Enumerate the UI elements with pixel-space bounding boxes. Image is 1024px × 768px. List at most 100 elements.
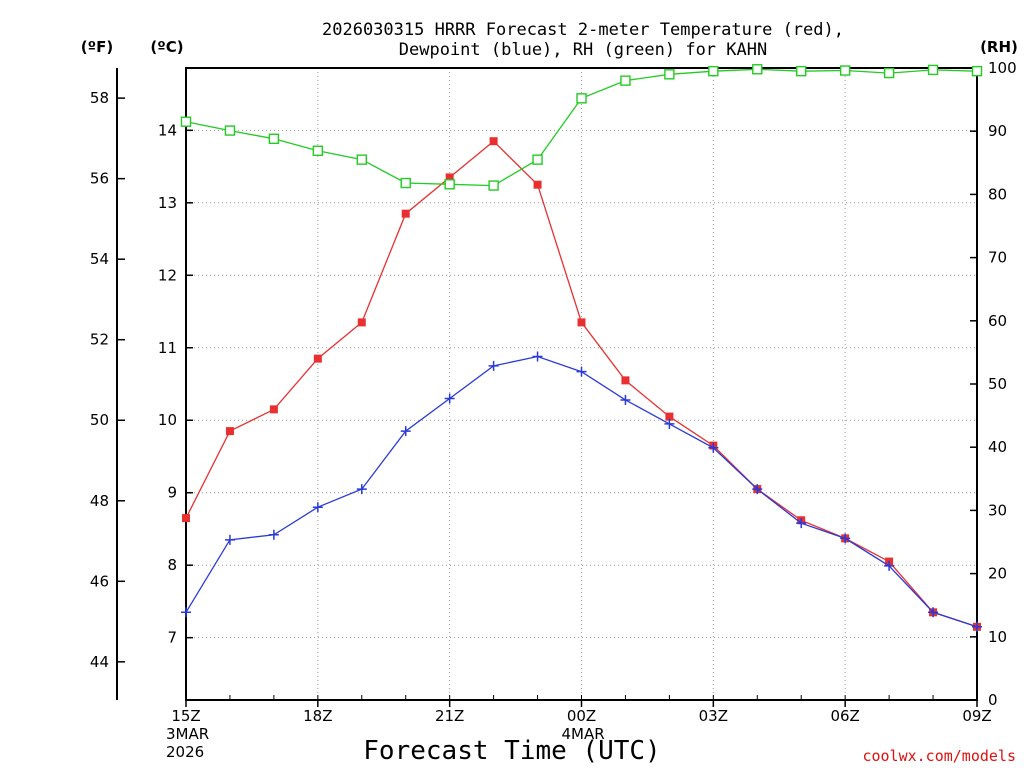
rh-point [883, 67, 895, 79]
rh-point [180, 116, 192, 127]
temperature-point [533, 180, 542, 189]
celsius-tick-label: 7 [167, 629, 177, 647]
series-rh [180, 64, 983, 191]
rh-point [400, 177, 411, 189]
dewpoint-point [400, 426, 411, 437]
x-tick-date-label: 3MAR [166, 725, 209, 743]
rh-point [971, 65, 983, 77]
rh-tick-label: 80 [988, 185, 1007, 203]
dewpoint-point [928, 607, 939, 618]
rh-point [752, 64, 763, 75]
rh-point [620, 75, 631, 86]
rh-point [312, 145, 324, 156]
x-tick-label: 06Z [830, 707, 859, 725]
x-tick-label: 09Z [962, 707, 991, 725]
temperature-point [445, 173, 454, 182]
rh-point [268, 133, 280, 144]
dewpoint-point [181, 607, 191, 618]
dewpoint-point [356, 484, 367, 495]
x-axis-label: Forecast Time (UTC) [363, 736, 660, 766]
rh-tick-label: 90 [988, 122, 1007, 140]
celsius-tick-label: 11 [158, 339, 177, 357]
rh-tick-label: 20 [988, 565, 1007, 583]
rh-point [839, 65, 851, 76]
temperature-point [313, 354, 322, 363]
rh-tick-label: 0 [988, 691, 998, 709]
x-tick-label: 21Z [435, 707, 464, 725]
dewpoint-point [620, 394, 631, 405]
axes: 44 46 48 50 52 54 56 58 7 8 9 10 11 12 13 14 0 10 20 30 40 50… [90, 59, 1017, 761]
data-series [180, 64, 983, 632]
fahrenheit-tick-label: 56 [90, 170, 109, 188]
dewpoint-point [488, 360, 499, 371]
rh-point [488, 180, 499, 191]
dewpoint-point [224, 534, 235, 545]
temperature-point [225, 427, 234, 436]
temperature-point [357, 318, 366, 327]
dewpoint-point [884, 560, 895, 571]
temperature-point [269, 405, 278, 414]
rh-point [444, 179, 455, 190]
dewpoint-point [708, 442, 719, 453]
rh-point [796, 65, 807, 77]
dewpoint-point [312, 502, 323, 513]
temperature-point [665, 412, 674, 421]
rh-tick-label: 50 [988, 375, 1007, 393]
rh-point [356, 154, 367, 165]
rh-point [576, 93, 587, 104]
fahrenheit-tick-label: 44 [90, 653, 109, 671]
x-tick-label: 18Z [303, 707, 332, 725]
x-tick-year-label: 2026 [166, 743, 204, 761]
rh-tick-label: 100 [988, 59, 1017, 77]
x-tick-label: 03Z [699, 707, 728, 725]
temperature-point [401, 209, 410, 218]
grid-lines [186, 68, 977, 700]
dewpoint-point [840, 533, 851, 544]
dewpoint-point [752, 484, 763, 495]
rh-point [708, 65, 719, 77]
x-tick-date-label: 4MAR [562, 725, 605, 743]
fahrenheit-tick-label: 52 [90, 331, 109, 349]
celsius-tick-label: 14 [158, 121, 177, 139]
dewpoint-point [268, 529, 279, 540]
fahrenheit-tick-label: 58 [90, 89, 109, 107]
dewpoint-point [444, 393, 455, 404]
dewpoint-point [576, 366, 587, 377]
dewpoint-point [532, 351, 543, 362]
rh-point [927, 64, 939, 76]
celsius-tick-label: 9 [167, 484, 177, 502]
dewpoint-point [796, 518, 807, 529]
fahrenheit-tick-label: 50 [90, 411, 109, 429]
temperature-point [182, 514, 190, 523]
rh-tick-label: 30 [988, 501, 1007, 519]
credit-text: coolwx.com/models [862, 747, 1016, 765]
celsius-tick-label: 12 [158, 266, 177, 284]
rh-tick-label: 60 [988, 312, 1007, 330]
celsius-unit-label: (ºC) [150, 38, 183, 56]
rh-point [664, 69, 675, 80]
celsius-tick-label: 13 [158, 194, 177, 212]
rh-tick-label: 10 [988, 628, 1007, 646]
series-dewpoint [181, 351, 982, 632]
x-tick-label: 00Z [567, 707, 596, 725]
dewpoint-point [664, 418, 675, 429]
fahrenheit-tick-label: 46 [90, 572, 109, 590]
rh-point [224, 125, 236, 136]
dewpoint-point [972, 621, 982, 632]
temperature-point [577, 318, 586, 327]
fahrenheit-tick-label: 54 [90, 250, 109, 268]
rh-point [532, 154, 543, 165]
rh-tick-label: 40 [988, 438, 1007, 456]
x-tick-label: 15Z [171, 707, 200, 725]
celsius-tick-label: 8 [167, 556, 177, 574]
fahrenheit-tick-label: 48 [90, 492, 109, 510]
temperature-point [489, 137, 498, 146]
rh-tick-label: 70 [988, 249, 1007, 267]
fahrenheit-unit-label: (ºF) [81, 38, 113, 56]
chart-title-line1: 2026030315 HRRR Forecast 2-meter Tempera… [322, 20, 844, 40]
dewpoint-line [185, 355, 978, 628]
temperature-point [621, 376, 630, 385]
rh-unit-label: (RH) [980, 38, 1018, 56]
celsius-tick-label: 10 [158, 411, 177, 429]
